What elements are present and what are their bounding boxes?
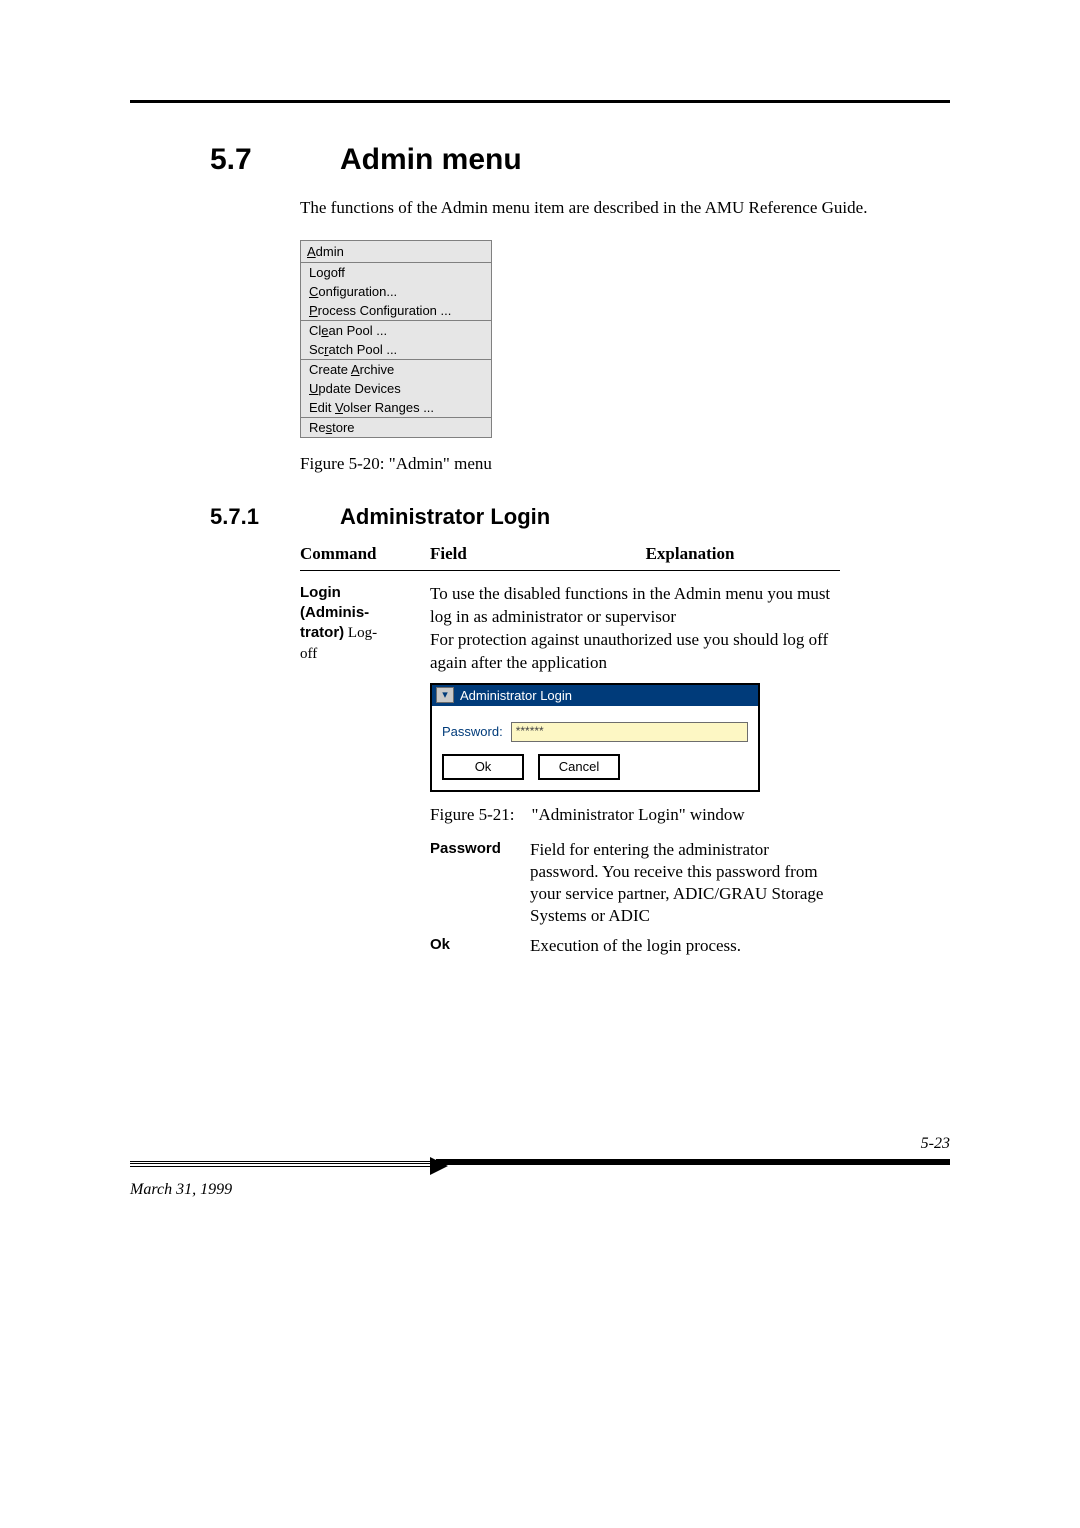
command-label-bold: trator) — [300, 624, 344, 641]
menu-text: rocess Configuration ... — [318, 303, 452, 318]
menu-accel: U — [309, 381, 318, 396]
menu-accel: A — [351, 362, 360, 377]
command-table: Command Field Explanation Login (Adminis… — [300, 544, 840, 965]
page-footer: 5-23 March 31, 1999 — [130, 1135, 950, 1199]
menu-group-2: Clean Pool ... Scratch Pool ... — [301, 321, 491, 360]
password-field[interactable]: ****** — [511, 722, 748, 742]
col-explanation: Explanation — [540, 544, 840, 564]
dialog-titlebar: ▾ Administrator Login — [432, 685, 758, 707]
section-heading: 5.7 Admin menu — [210, 143, 950, 177]
dialog-buttons: Ok Cancel — [442, 754, 748, 780]
footer-rule-left — [130, 1163, 430, 1167]
menu-text: an Pool ... — [329, 323, 388, 338]
menu-accel: P — [309, 303, 318, 318]
dialog-body: Password: ****** Ok Cancel — [432, 706, 758, 790]
document-page: 5.7 Admin menu The functions of the Admi… — [0, 0, 1080, 1259]
field-label: Ok — [430, 935, 530, 957]
command-label: (Adminis- — [300, 603, 430, 623]
password-label: Password: — [442, 723, 503, 741]
menu-text: Re — [309, 420, 326, 435]
field-label: Password — [430, 839, 530, 927]
field-row-password: Password Field for entering the administ… — [430, 839, 840, 927]
section-number: 5.7 — [210, 143, 300, 177]
menu-item-create-archive: Create Archive — [301, 360, 491, 379]
menu-text: atch Pool ... — [329, 342, 398, 357]
menu-accel: V — [335, 400, 343, 415]
field-description: Execution of the login process. — [530, 935, 840, 957]
admin-menu-figure: Admin Logoff Configuration... Process Co… — [300, 240, 492, 438]
command-table-head: Command Field Explanation — [300, 544, 840, 571]
subsection-title: Administrator Login — [340, 504, 550, 530]
col-field: Field — [430, 544, 540, 564]
ok-button[interactable]: Ok — [442, 754, 524, 780]
dialog-title: Administrator Login — [460, 687, 572, 705]
password-row: Password: ****** — [442, 722, 748, 742]
explanation-text: To use the disabled functions in the Adm… — [430, 583, 840, 675]
menu-accel: C — [309, 284, 318, 299]
menu-accel: e — [321, 323, 328, 338]
menu-item-configuration: Configuration... — [301, 282, 491, 301]
menu-group-4: Restore — [301, 418, 491, 437]
menu-item-process-configuration: Process Configuration ... — [301, 301, 491, 320]
col-command: Command — [300, 544, 430, 564]
intro-paragraph: The functions of the Admin menu item are… — [300, 197, 950, 220]
figure-20-caption: Figure 5-20: "Admin" menu — [300, 454, 950, 474]
command-label: trator) Log- — [300, 623, 430, 643]
menu-item-scratch-pool: Scratch Pool ... — [301, 340, 491, 359]
footer-rule — [130, 1157, 950, 1175]
command-label: Login — [300, 583, 430, 603]
subsection-body: Command Field Explanation Login (Adminis… — [300, 544, 950, 965]
menu-text: onfiguration... — [318, 284, 397, 299]
section-title: Admin menu — [340, 143, 522, 177]
field-description: Field for entering the administrator pas… — [530, 839, 840, 927]
menu-group-1: Logoff Configuration... Process Configur… — [301, 263, 491, 321]
top-rule — [130, 100, 950, 103]
menu-item-logoff: Logoff — [301, 263, 491, 282]
menu-text: olser Ranges ... — [343, 400, 434, 415]
command-label-tail: Log- — [344, 625, 377, 641]
page-number: 5-23 — [130, 1135, 950, 1153]
footer-rule-right — [436, 1159, 950, 1165]
menu-text: pdate Devices — [318, 381, 400, 396]
menu-item-restore: Restore — [301, 418, 491, 437]
field-row-ok: Ok Execution of the login process. — [430, 935, 840, 957]
menu-text: Sc — [309, 342, 324, 357]
system-menu-icon: ▾ — [436, 687, 454, 703]
menu-text: rchive — [360, 362, 395, 377]
menu-text: Cl — [309, 323, 321, 338]
figure-21-text: "Administrator Login" window — [532, 805, 745, 824]
menu-item-clean-pool: Clean Pool ... — [301, 321, 491, 340]
admin-menu-title: Admin — [301, 241, 491, 263]
menu-item-edit-volser-ranges: Edit Volser Ranges ... — [301, 398, 491, 417]
figure-21-caption: Figure 5-21: "Administrator Login" windo… — [430, 804, 840, 827]
subsection-number: 5.7.1 — [210, 504, 300, 530]
menu-group-3: Create Archive Update Devices Edit Volse… — [301, 360, 491, 418]
menu-text: Edit — [309, 400, 335, 415]
command-cell: Login (Adminis- trator) Log- off — [300, 583, 430, 965]
menu-text: tore — [332, 420, 354, 435]
menu-text: dmin — [316, 244, 344, 259]
command-table-body: Login (Adminis- trator) Log- off To use … — [300, 571, 840, 965]
figure-21-number: Figure 5-21: — [430, 805, 515, 824]
subsection-heading: 5.7.1 Administrator Login — [210, 504, 950, 530]
admin-login-dialog: ▾ Administrator Login Password: ****** O… — [430, 683, 760, 792]
menu-text: Create — [309, 362, 351, 377]
menu-accel: A — [307, 244, 316, 259]
cancel-button[interactable]: Cancel — [538, 754, 620, 780]
menu-item-update-devices: Update Devices — [301, 379, 491, 398]
section-body: The functions of the Admin menu item are… — [300, 197, 950, 474]
footer-date: March 31, 1999 — [130, 1181, 950, 1199]
explanation-cell: To use the disabled functions in the Adm… — [430, 583, 840, 965]
command-label: off — [300, 644, 430, 664]
